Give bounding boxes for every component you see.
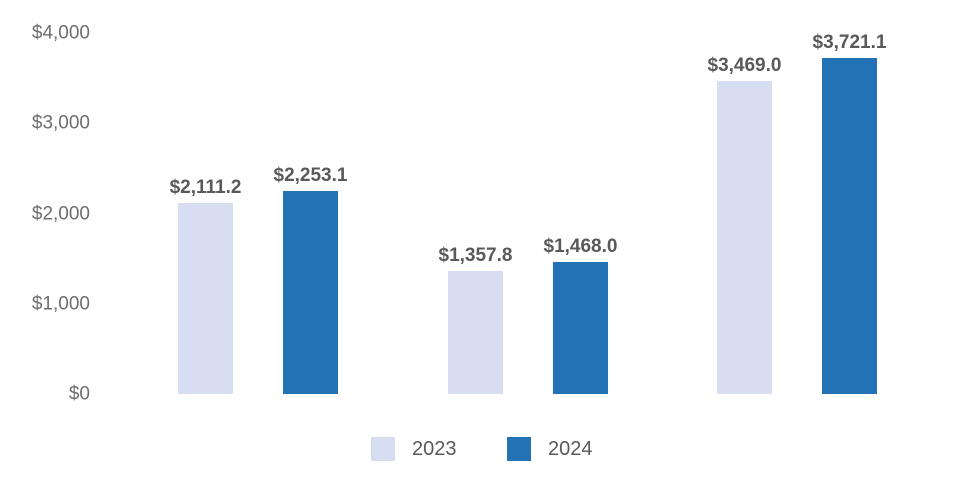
- y-axis-tick-label: $2,000: [31, 203, 90, 224]
- legend-swatch-2024: [507, 437, 531, 461]
- bar-2023-group-1: [178, 203, 233, 394]
- y-axis-tick-label: $3,000: [31, 112, 90, 134]
- y-axis-tick-label: $1,000: [31, 293, 90, 315]
- bar-value-label: $2,111.2: [169, 177, 242, 199]
- bar-value-label: $1,468.0: [543, 235, 618, 257]
- bar-2024-group-1: [283, 190, 338, 394]
- bar-value-label: $2,253.1: [273, 164, 348, 186]
- legend-label: 2023: [412, 438, 457, 460]
- bar-value-label: $3,721.1: [812, 32, 887, 54]
- legend-item-2023: 2023: [371, 437, 457, 461]
- y-axis-tick-label: $0: [68, 383, 90, 405]
- legend-item-2024: 2024: [507, 437, 593, 461]
- bar-2023-group-3: [717, 80, 772, 394]
- legend-swatch-2023: [371, 437, 395, 461]
- bar-2024-group-2: [553, 261, 608, 394]
- bar-2024-group-3: [822, 58, 877, 394]
- bar-value-label: $3,469.0: [707, 54, 782, 76]
- legend-label: 2024: [548, 438, 593, 460]
- y-axis-tick-label: $4,000: [31, 22, 90, 44]
- bar-2023-group-2: [448, 271, 503, 394]
- bar-value-label: $1,357.8: [438, 245, 513, 267]
